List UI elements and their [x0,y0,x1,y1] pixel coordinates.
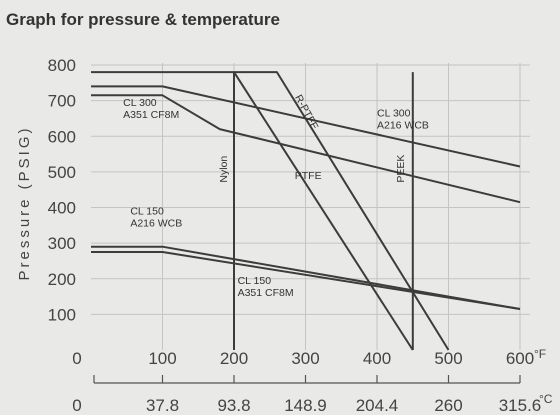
x-ticks-fahrenheit: 0 100 200 300 400 500 600 °F [72,347,546,368]
x-tick-label: 400 [363,349,391,368]
annotations: CL 300 A351 CF8M CL 300 A216 WCB CL 150 A216 … [123,93,429,299]
x2-tick-label: 37.8 [146,396,179,415]
y-ticks: 100 200 300 400 500 600 700 800 [48,56,76,324]
annotation-label: CL 150 A351 CF8M [238,275,294,299]
x2-tick-label: 260 [434,396,462,415]
x2-tick-label: 148.9 [284,396,327,415]
annotation-label: CL 150 A216 WCB [130,206,182,230]
y-tick-label: 400 [48,199,76,218]
series-line-cl-300-a351-cf8m [91,85,521,168]
y-tick-label: 300 [48,234,76,253]
series-line-cl-150-a351-cf8m [91,251,521,310]
y-tick-label: 700 [48,92,76,111]
x2-tick-label: 0 [72,396,81,415]
x-axis-celsius: 0 37.8 93.8 148.9 204.4 260 315.6°C [72,375,553,415]
series-lines [91,71,521,351]
y-tick-label: 600 [48,127,76,146]
annotation-label: PTFE [295,170,322,182]
y-tick-label: 500 [48,163,76,182]
series-line-ptfe [233,71,414,351]
x2-unit-label: °C [539,392,553,406]
y-axis-label: Pressure (PSIG) [16,125,33,280]
annotation-label: CL 300 A216 WCB [377,108,429,132]
x-tick-label: 300 [291,349,319,368]
x-tick-label: 100 [148,349,176,368]
annotation-label: R-PTFE [292,93,320,132]
x-tick-label: 200 [220,349,248,368]
grid [91,63,530,350]
x2-tick-label: 315.6 [499,396,542,415]
annotation-label: CL 300 A351 CF8M [123,97,179,121]
x-tick-label: 600 [506,349,534,368]
x-tick-label: 0 [72,349,81,368]
y-tick-label: 100 [48,305,76,324]
x2-tick-label: 204.4 [356,396,399,415]
x-unit-label: °F [534,347,546,361]
x2-tick-label: 93.8 [217,396,250,415]
annotation-label: PEEK [395,155,407,183]
series-line-cl-300-a216-wcb [91,94,521,204]
series-line-cl-150-a216-wcb [91,245,521,310]
x-tick-label: 500 [434,349,462,368]
chart-title: Graph for pressure & temperature [6,10,280,29]
annotation-label: Nylon [218,156,230,183]
y-tick-label: 800 [48,56,76,75]
y-tick-label: 200 [48,270,76,289]
series-line-r-ptfe [91,71,450,351]
